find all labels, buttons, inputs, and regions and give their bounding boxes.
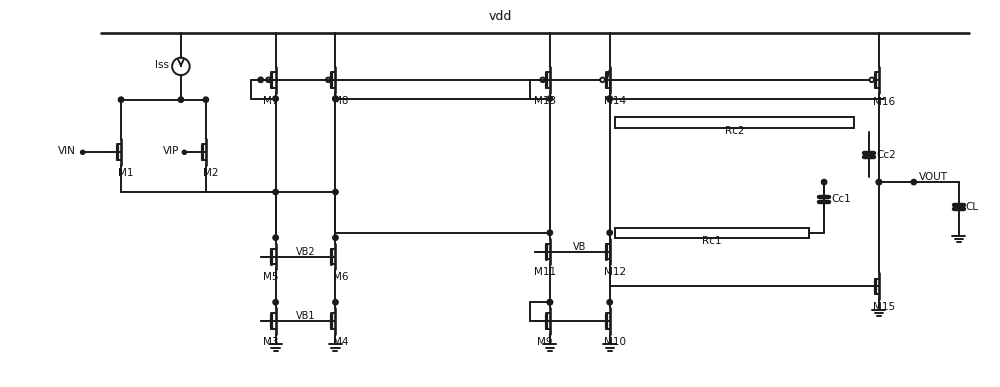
- Text: M6: M6: [333, 272, 348, 283]
- Circle shape: [333, 96, 338, 101]
- Bar: [615, 228, 809, 238]
- Text: M13: M13: [534, 96, 556, 106]
- Circle shape: [333, 235, 338, 240]
- Text: Cc1: Cc1: [831, 194, 851, 204]
- Circle shape: [547, 300, 553, 305]
- Text: M4: M4: [333, 337, 348, 347]
- Text: VB: VB: [573, 241, 586, 252]
- Text: CL: CL: [966, 202, 979, 212]
- Circle shape: [273, 96, 278, 101]
- Circle shape: [547, 300, 553, 305]
- Circle shape: [607, 96, 612, 101]
- Circle shape: [333, 96, 338, 101]
- Text: M8: M8: [333, 96, 348, 106]
- Circle shape: [258, 77, 263, 82]
- Circle shape: [876, 180, 882, 185]
- Text: VOUT: VOUT: [919, 172, 948, 182]
- Text: M1: M1: [118, 168, 134, 178]
- Circle shape: [911, 180, 917, 185]
- Circle shape: [607, 230, 612, 235]
- Text: M12: M12: [604, 267, 626, 277]
- Text: M15: M15: [873, 302, 895, 312]
- Circle shape: [273, 235, 278, 240]
- Circle shape: [273, 189, 278, 195]
- Circle shape: [876, 180, 882, 185]
- Text: M5: M5: [263, 272, 278, 283]
- Circle shape: [547, 96, 553, 101]
- Text: M10: M10: [604, 337, 626, 347]
- Text: Cc2: Cc2: [876, 150, 896, 160]
- Text: VB1: VB1: [296, 311, 315, 321]
- Circle shape: [178, 97, 184, 102]
- Text: M9: M9: [537, 337, 553, 347]
- Text: VB2: VB2: [296, 247, 315, 257]
- Text: Rc1: Rc1: [702, 236, 722, 246]
- Circle shape: [273, 300, 278, 305]
- Circle shape: [118, 97, 124, 102]
- Circle shape: [607, 300, 612, 305]
- Text: Rc2: Rc2: [725, 126, 744, 136]
- Text: M3: M3: [263, 337, 278, 347]
- Text: VIP: VIP: [163, 146, 179, 156]
- Text: Iss: Iss: [155, 60, 169, 70]
- Circle shape: [547, 230, 553, 235]
- Circle shape: [203, 97, 209, 102]
- Text: vdd: vdd: [488, 10, 512, 23]
- Circle shape: [821, 180, 827, 185]
- Bar: [615, 117, 854, 128]
- Text: M7: M7: [263, 96, 278, 106]
- Text: M14: M14: [604, 96, 626, 106]
- Circle shape: [333, 300, 338, 305]
- Text: M11: M11: [534, 267, 556, 277]
- Circle shape: [333, 189, 338, 195]
- Text: M2: M2: [203, 168, 219, 178]
- Circle shape: [607, 96, 612, 101]
- Text: M16: M16: [873, 97, 895, 107]
- Text: VIN: VIN: [58, 146, 76, 156]
